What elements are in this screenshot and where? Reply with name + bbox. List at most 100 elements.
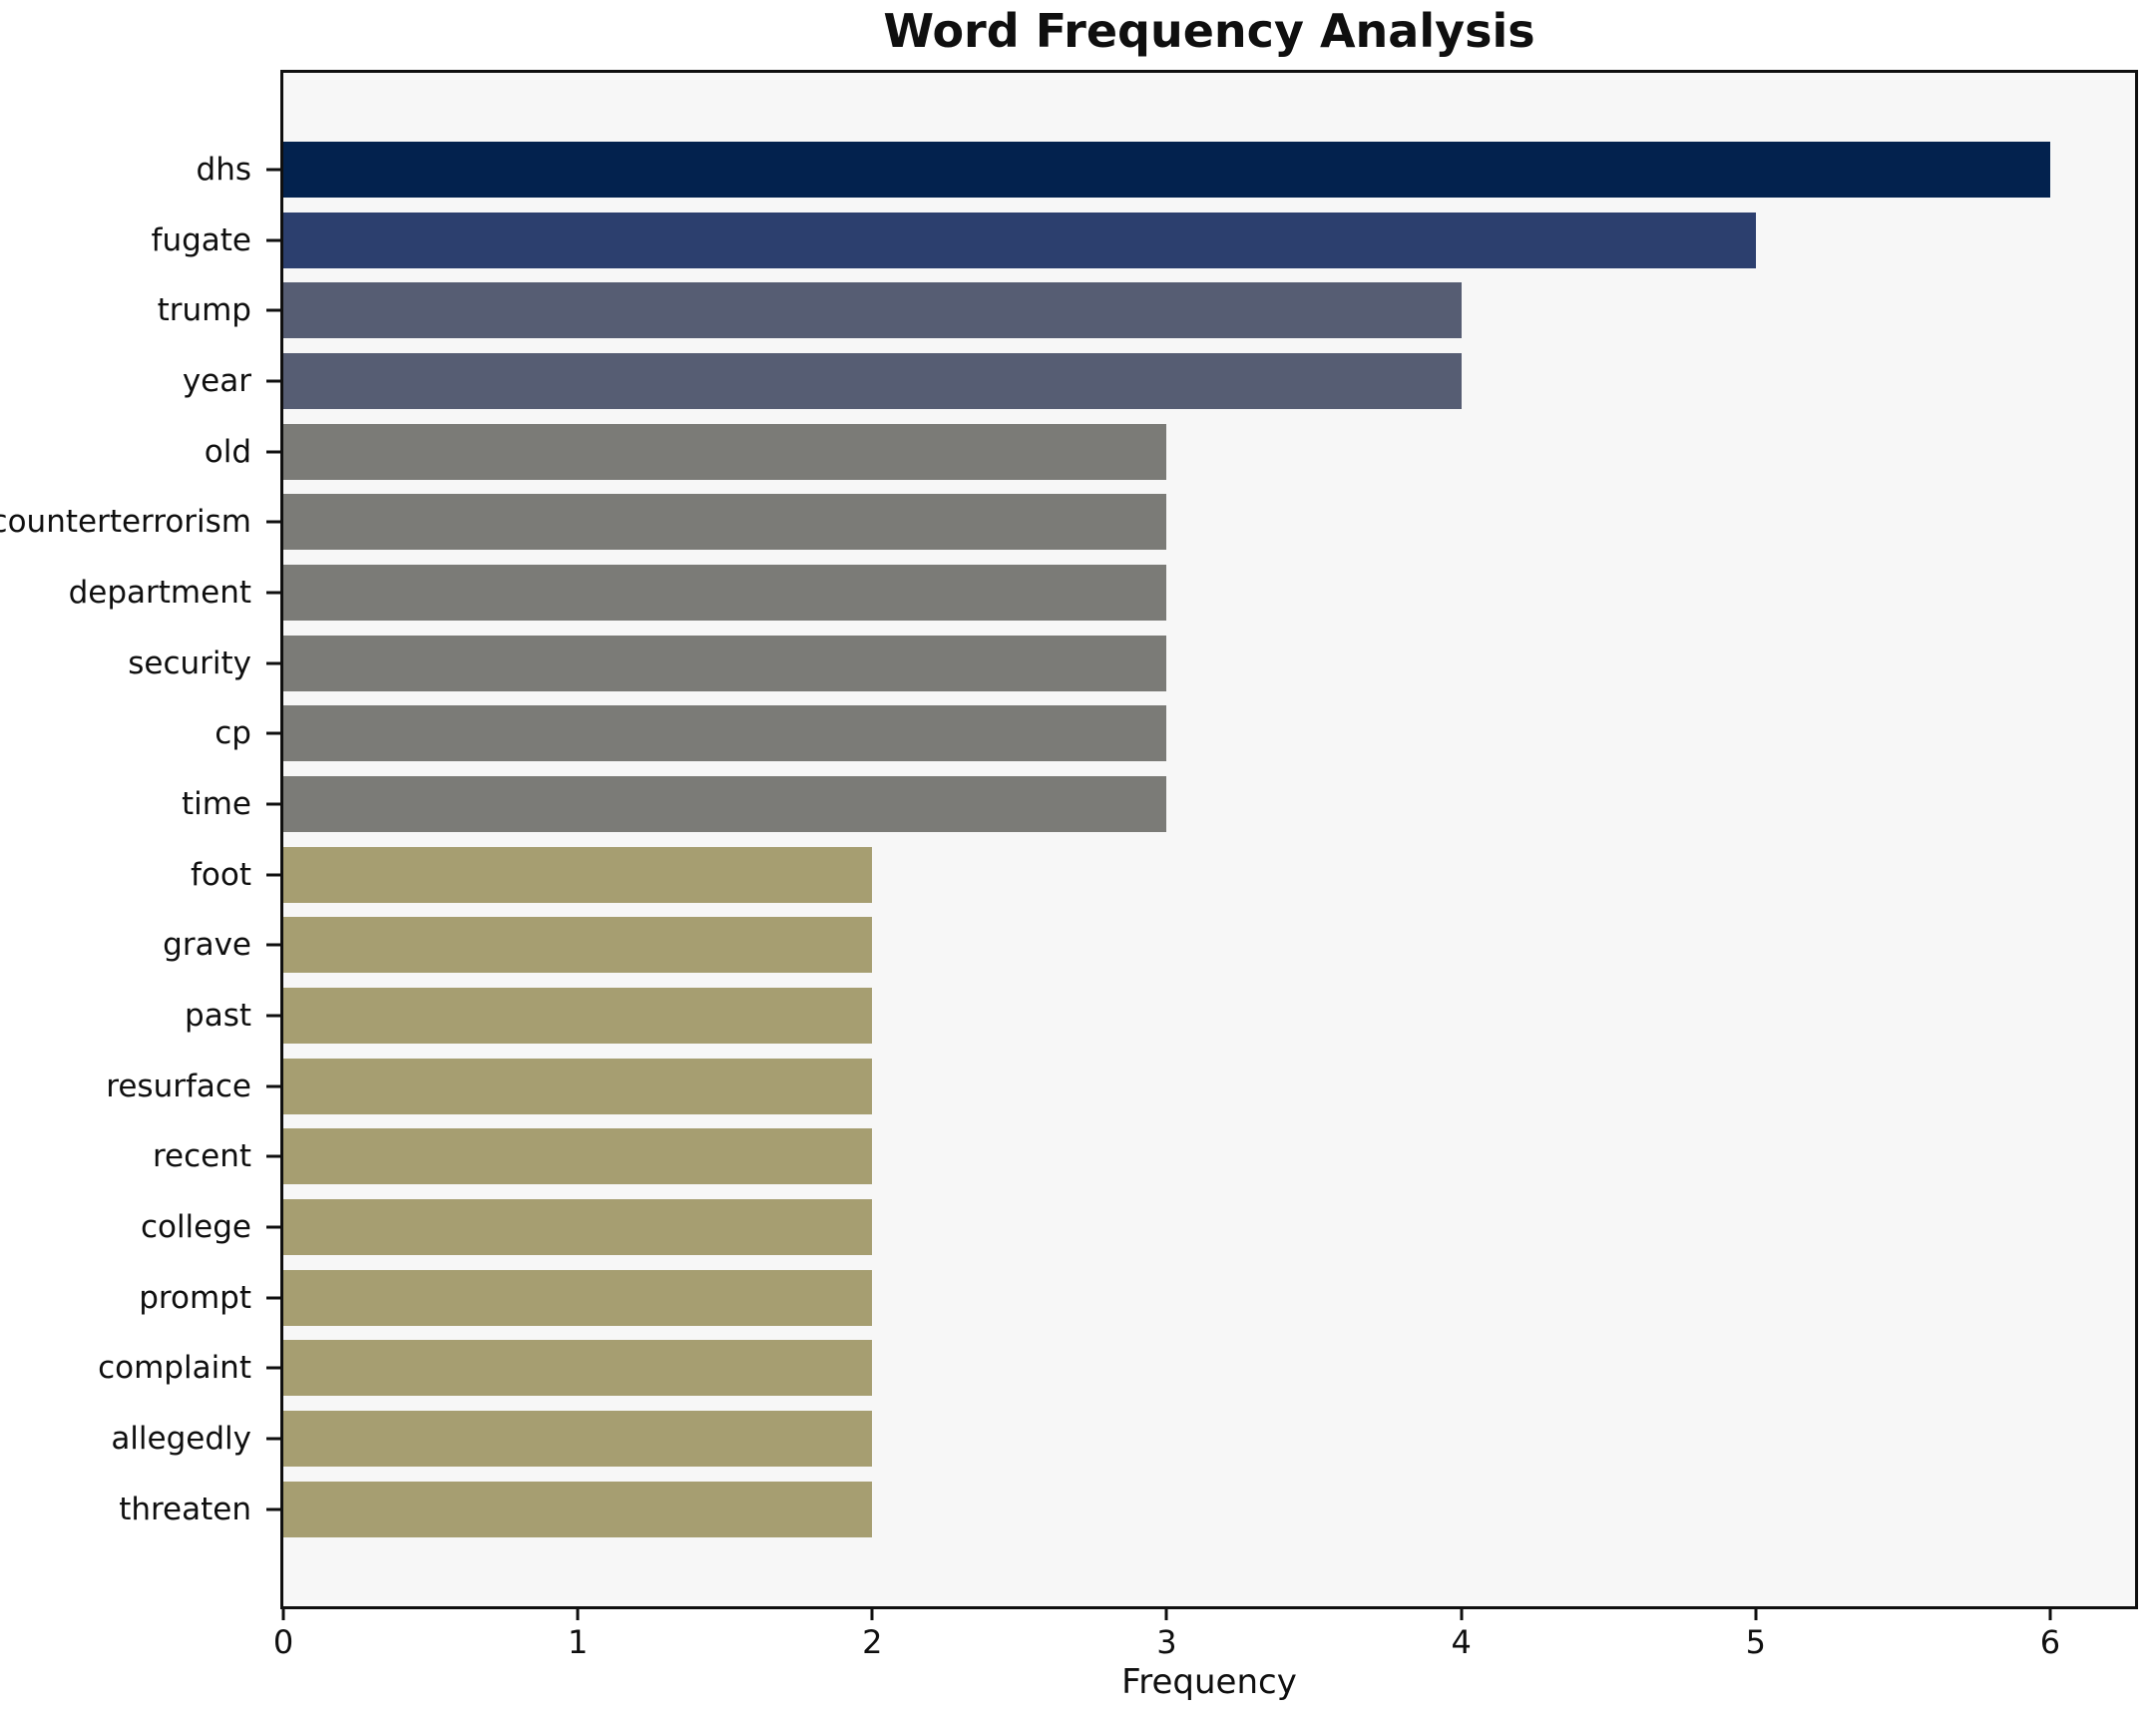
x-tick-label: 0 <box>272 1623 294 1661</box>
y-tick-mark <box>266 308 280 312</box>
y-tick-label: foot <box>190 856 251 893</box>
bar-row: trump <box>158 282 2135 339</box>
x-tick-mark <box>2048 1606 2052 1620</box>
x-axis-label: Frequency <box>1121 1662 1297 1702</box>
bar-row: foot <box>191 846 2135 903</box>
y-tick-label: old <box>204 433 251 470</box>
bar-cp <box>283 705 1167 762</box>
x-tick-label: 6 <box>2039 1623 2061 1661</box>
y-tick-label: cp <box>215 715 251 752</box>
x-tick-label: 4 <box>1451 1623 1472 1661</box>
bar-threaten <box>283 1481 873 1537</box>
y-tick-mark <box>266 591 280 595</box>
x-tick-mark <box>576 1606 580 1620</box>
y-tick-mark <box>266 379 280 383</box>
bar-security <box>283 635 1167 691</box>
bar-row: dhs <box>197 142 2135 198</box>
bar-allegedly <box>283 1411 873 1468</box>
y-tick-mark <box>266 1296 280 1300</box>
bar-recent <box>283 1128 873 1185</box>
y-tick-label: past <box>185 998 251 1035</box>
bar-row: recent <box>153 1128 2135 1185</box>
bar-foot <box>283 846 873 903</box>
bar-row: grave <box>163 917 2135 974</box>
bar-row: college <box>141 1199 2135 1256</box>
y-tick-mark <box>266 450 280 454</box>
y-tick-mark <box>266 1507 280 1511</box>
y-tick-label: recent <box>152 1138 251 1175</box>
x-tick-mark <box>281 1606 285 1620</box>
bar-row: prompt <box>139 1269 2135 1326</box>
y-tick-mark <box>266 1084 280 1088</box>
y-tick-mark <box>266 873 280 877</box>
bar-row: security <box>128 635 2135 691</box>
bar-row: threaten <box>119 1481 2135 1537</box>
bar-dhs <box>283 142 2050 198</box>
bar-resurface <box>283 1058 873 1114</box>
y-tick-label: fugate <box>151 221 251 258</box>
bar-row: complaint <box>98 1340 2135 1397</box>
y-tick-mark <box>266 520 280 524</box>
x-axis-ticks: 0 1 2 3 4 5 6 <box>273 1606 2135 1686</box>
bars-container: dhs fugate trump year old counterterrorism dep… <box>0 142 2135 1537</box>
x-tick-mark <box>1754 1606 1758 1620</box>
y-tick-label: resurface <box>106 1068 251 1104</box>
y-tick-mark <box>266 1366 280 1370</box>
bar-complaint <box>283 1340 873 1397</box>
x-tick-mark <box>870 1606 874 1620</box>
y-tick-mark <box>266 661 280 665</box>
bar-fugate <box>283 212 1756 268</box>
bar-row: fugate <box>152 212 2135 268</box>
x-tick-mark <box>1164 1606 1168 1620</box>
bar-row: department <box>69 565 2135 622</box>
x-tick-label: 1 <box>567 1623 589 1661</box>
y-tick-label: security <box>128 644 251 681</box>
bar-trump <box>283 282 1462 339</box>
y-tick-label: dhs <box>196 152 251 188</box>
y-tick-label: department <box>68 575 251 612</box>
y-tick-mark <box>266 1225 280 1229</box>
chart-title: Word Frequency Analysis <box>883 4 1535 58</box>
y-tick-label: prompt <box>139 1279 251 1316</box>
y-tick-mark <box>266 1014 280 1018</box>
y-tick-mark <box>266 1437 280 1441</box>
bar-counterterrorism <box>283 494 1167 551</box>
y-tick-mark <box>266 168 280 172</box>
y-tick-label: grave <box>163 927 251 964</box>
y-tick-label: trump <box>157 292 251 329</box>
y-tick-mark <box>266 238 280 242</box>
bar-grave <box>283 917 873 974</box>
bar-row: past <box>185 988 2135 1045</box>
y-tick-label: college <box>140 1209 251 1246</box>
y-tick-label: complaint <box>98 1350 251 1387</box>
x-tick-label: 3 <box>1156 1623 1177 1661</box>
plot-area: dhs fugate trump year old counterterrorism dep… <box>0 70 2138 1661</box>
bar-row: cp <box>215 705 2135 762</box>
y-tick-mark <box>266 1154 280 1158</box>
y-tick-mark <box>266 731 280 735</box>
bar-row: counterterrorism <box>0 494 2135 551</box>
bar-past <box>283 988 873 1045</box>
bar-row: allegedly <box>111 1411 2135 1468</box>
y-tick-mark <box>266 802 280 806</box>
bar-row: time <box>182 776 2135 833</box>
x-tick-mark <box>1460 1606 1464 1620</box>
bar-year <box>283 353 1462 410</box>
bar-row: resurface <box>106 1058 2135 1114</box>
y-tick-label: counterterrorism <box>0 504 251 541</box>
bar-row: year <box>183 353 2135 410</box>
bar-department <box>283 565 1167 622</box>
y-tick-label: time <box>181 786 251 823</box>
bar-prompt <box>283 1269 873 1326</box>
y-tick-label: allegedly <box>111 1421 251 1458</box>
bar-old <box>283 423 1167 480</box>
bar-college <box>283 1199 873 1256</box>
y-tick-label: year <box>182 363 251 400</box>
y-tick-mark <box>266 943 280 947</box>
bar-row: old <box>205 423 2135 480</box>
bar-time <box>283 776 1167 833</box>
y-tick-label: threaten <box>119 1491 251 1527</box>
x-tick-label: 2 <box>862 1623 883 1661</box>
x-tick-label: 5 <box>1745 1623 1766 1661</box>
